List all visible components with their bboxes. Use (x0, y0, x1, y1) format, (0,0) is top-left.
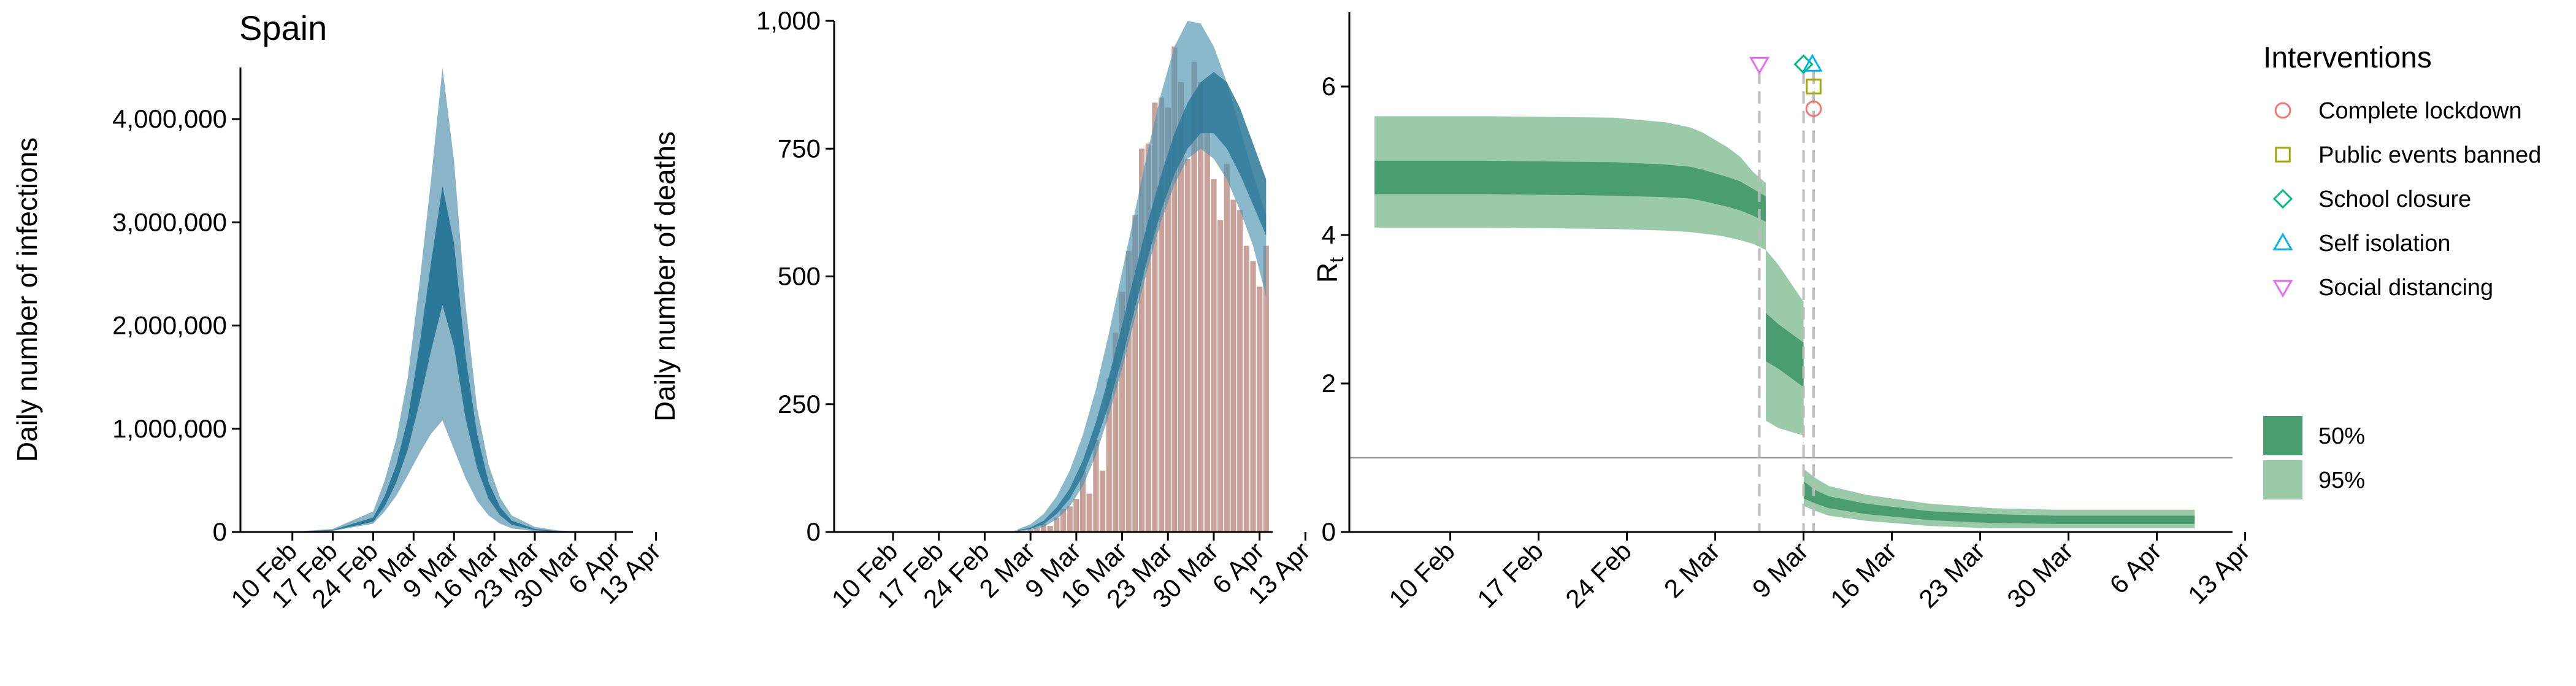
y-tick-label: 2,000,000 (112, 311, 227, 340)
death-bar (1217, 220, 1224, 532)
death-bar (1093, 440, 1099, 532)
intervention-marker-circle (1805, 100, 1822, 117)
y-tick-label: 0 (807, 517, 821, 546)
legend-marker-square (2275, 147, 2291, 163)
death-bar (1125, 250, 1132, 532)
legend-item-label: School closure (2318, 187, 2471, 212)
legend-band-swatch (2263, 460, 2302, 499)
death-bar (1178, 82, 1184, 532)
y-tick-label: 250 (778, 390, 821, 418)
death-bar (1204, 133, 1210, 533)
y-tick-label: 3,000,000 (112, 207, 227, 236)
x-tick-label: 2 Mar (1658, 536, 1725, 603)
intervention-marker-triangle-down (1749, 56, 1770, 75)
death-bar (1257, 287, 1263, 532)
legend-marker-circle (2274, 102, 2291, 119)
x-tick-label: 6 Apr (2104, 536, 2167, 599)
death-bar (1184, 158, 1190, 532)
death-bar (1132, 215, 1138, 532)
death-bar (1159, 98, 1165, 532)
x-tick-label: 13 Apr (2182, 536, 2255, 609)
rt-95-band (1374, 116, 2195, 528)
y-tick-label: 500 (778, 262, 821, 291)
death-bar (1099, 471, 1106, 532)
legend-marker-diamond (2272, 188, 2293, 209)
legend-band-swatch (2263, 416, 2302, 455)
death-bar (1073, 498, 1079, 532)
death-bar (1113, 333, 1119, 532)
y-tick-label: 750 (778, 134, 821, 163)
death-bar (1263, 245, 1269, 532)
legend-marker-triangle-down (2272, 280, 2293, 298)
y-tick-label: 1,000,000 (112, 414, 227, 443)
death-bar (1171, 46, 1178, 532)
y-tick-label: 6 (1322, 72, 1336, 101)
infections-50-band (251, 186, 622, 532)
y-tick-label: 0 (1322, 517, 1336, 546)
y-tick-label: 2 (1322, 369, 1336, 398)
y-tick-label: 4 (1322, 220, 1336, 249)
x-tick-label: 23 Mar (1913, 536, 1990, 614)
death-bar (1250, 261, 1256, 532)
death-bar (1230, 199, 1236, 532)
x-tick-label: 30 Mar (2001, 536, 2079, 614)
legend-band-label: 95% (2318, 468, 2365, 493)
legend-item-label: Self isolation (2318, 231, 2450, 256)
x-tick-label: 16 Mar (1825, 536, 1902, 614)
infections-axis-title: Daily number of infections (11, 137, 43, 462)
death-bar (1224, 164, 1230, 532)
rt-axis-title: Rt (1311, 257, 1347, 283)
x-tick-label: 24 Feb (1560, 536, 1637, 614)
x-tick-label: 10 Feb (1383, 536, 1460, 614)
intervention-marker-square (1806, 79, 1822, 94)
legend-band-label: 50% (2318, 423, 2365, 449)
death-bar (1040, 523, 1047, 532)
death-bar (1119, 291, 1125, 532)
x-tick-label: 17 Feb (1471, 536, 1549, 614)
y-tick-label: 1,000 (756, 6, 821, 35)
intervention-marker-triangle-up (1802, 53, 1823, 72)
death-bar (1027, 529, 1033, 532)
rt-50-band (1374, 161, 2195, 524)
legend-marker-triangle-up (2272, 232, 2293, 250)
death-bar (1145, 143, 1151, 532)
death-bar (1054, 517, 1060, 532)
death-bar (1165, 107, 1171, 533)
legend-item-label: Complete lockdown (2318, 98, 2522, 124)
death-bar (1106, 379, 1112, 532)
death-bar (1243, 245, 1249, 532)
death-bar (1198, 82, 1204, 532)
legend-item-label: Social distancing (2318, 275, 2493, 301)
deaths-50-band (1017, 72, 1267, 531)
death-bar (1191, 61, 1197, 533)
y-tick-label: 0 (213, 517, 227, 546)
y-tick-label: 4,000,000 (112, 104, 227, 133)
x-tick-label: 9 Mar (1747, 536, 1814, 603)
death-bar (1079, 471, 1086, 532)
death-bar (1067, 506, 1073, 532)
death-bar (1237, 210, 1243, 532)
death-bar (1060, 509, 1067, 532)
death-bar (1047, 526, 1053, 532)
legend-item-label: Public events banned (2318, 142, 2541, 168)
death-bar (1152, 102, 1158, 533)
legend-title: Interventions (2263, 42, 2432, 74)
death-bar (1034, 528, 1040, 532)
panel-title-spain: Spain (239, 9, 327, 47)
death-bar (1211, 179, 1217, 532)
death-bar (1086, 493, 1092, 532)
deaths-axis-title: Daily number of deaths (649, 131, 681, 422)
death-bar (1139, 148, 1145, 533)
